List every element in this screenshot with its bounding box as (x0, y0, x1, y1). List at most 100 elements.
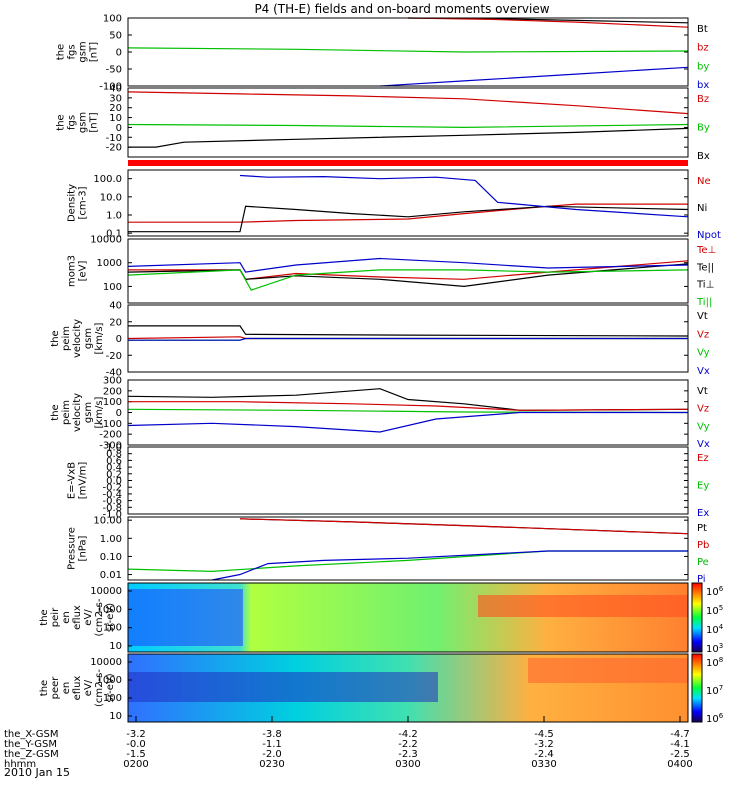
series-line-vx (128, 337, 688, 341)
legend-bt: Bt (697, 24, 708, 35)
y-tick-label: 300 (103, 376, 122, 387)
y-tick-label: 0.01 (100, 570, 122, 581)
panel-frame (127, 304, 689, 373)
series-line-pb (239, 518, 689, 535)
ephemeris-value: -2.0 (262, 749, 282, 760)
colorbar (691, 582, 703, 653)
series-line-vt (127, 388, 689, 411)
y-tick-label: 100 (103, 693, 122, 704)
panel-frame (127, 379, 689, 446)
colorbar-label: 107 (706, 684, 723, 697)
panel-frame (127, 516, 689, 581)
panel-7: 1.00.80.60.40.20.0-0.2-0.4-0.6-0.8-1.0 E=… (67, 443, 710, 521)
panel-3: 100.0 10.0 1.0 0.1 Density[cm-3] Ne Ni Npot (67, 169, 721, 241)
y-axis-label: thepeimvelocitygsm[km/s] (50, 393, 105, 432)
y-tick-label: 40 (109, 84, 122, 95)
legend-by: By (697, 123, 710, 134)
y-tick-label: 200 (103, 386, 122, 397)
y-tick-label: -0.6 (102, 496, 122, 507)
series-line-ti|| (127, 269, 689, 291)
ephemeris-value: 0400 (667, 759, 692, 770)
y-tick-label: 100 (103, 14, 122, 25)
y-tick-label: 0.1 (106, 229, 122, 240)
separator-bar (128, 160, 688, 166)
colorbar-label: 104 (706, 623, 724, 636)
y-tick-label: -10 (106, 133, 122, 144)
ephemeris-table: the_X-GSMthe_Y-GSMthe_Z-GSMhhmm-3.2-0.0-… (4, 716, 693, 770)
colorbar-label: 106 (706, 712, 724, 725)
y-tick-label: -1.0 (102, 510, 122, 521)
y-tick-label: 30 (109, 93, 122, 104)
ephemeris-value: 0200 (123, 759, 148, 770)
y-tick-label: 0.10 (100, 552, 122, 563)
panel-stack: 100500-50-100thefgsgsm[nT]Btbzbybx403020… (39, 14, 724, 726)
panel-frame (127, 582, 689, 653)
y-tick-label: -300 (99, 441, 122, 452)
panel-4: 10000 1000 100 mom3[eV] Te⊥ Te|| Ti⊥ Ti|| (67, 235, 717, 309)
y-tick-label: 0.0 (106, 476, 122, 487)
y-tick-label: 10000 (90, 235, 122, 246)
y-tick-label: 10.00 (93, 516, 122, 527)
chart-title: P4 (TH-E) fields and on-board moments ov… (254, 2, 549, 16)
series-line-by (127, 47, 689, 53)
date-label: 2010 Jan 15 (4, 766, 70, 779)
y-tick-label: 0 (116, 408, 122, 419)
series-line-ti⊥ (127, 257, 689, 273)
y-tick-label: 0 (116, 48, 122, 59)
y-tick-label: 100 (103, 397, 122, 408)
panel-1: 100 50 0 -50 -100 thefgsgsm[nT] Bt bz by bx (56, 14, 710, 93)
y-tick-label: -50 (106, 65, 122, 76)
y-tick-label: 0 (116, 123, 122, 134)
legend-ni: Ni (697, 203, 707, 214)
y-tick-label: 1000 (97, 258, 122, 269)
y-tick-label: -40 (106, 368, 122, 379)
y-axis-label: Pressure[nPa] (67, 527, 89, 570)
legend-ez: Ez (697, 453, 709, 464)
ephemeris-value: -4.2 (398, 729, 418, 740)
y-tick-label: 100.0 (93, 174, 122, 185)
ephemeris-value: -2.5 (670, 749, 690, 760)
colorbar-label: 105 (706, 604, 723, 617)
y-tick-label: 10000 (90, 657, 122, 668)
y-axis-label: Density[cm-3] (67, 184, 89, 222)
ephemeris-value: -0.0 (126, 739, 146, 750)
y-tick-label: 100 (103, 282, 122, 293)
legend-bz: bz (697, 43, 709, 54)
panel-frame (127, 446, 689, 515)
ephemeris-value: -1.5 (126, 749, 146, 760)
ephemeris-value: 0330 (531, 759, 556, 770)
y-tick-label: -100 (99, 82, 122, 93)
y-tick-label: -0.8 (102, 503, 122, 514)
ephemeris-value: 0230 (259, 759, 284, 770)
series-line-by (127, 123, 689, 129)
legend-vy: Vy (697, 348, 710, 359)
y-tick-label: -20 (106, 351, 122, 362)
y-tick-label: 1000 (97, 604, 122, 615)
spectrogram-hot-band (528, 658, 688, 683)
y-tick-label: 20 (109, 317, 122, 328)
y-tick-label: 0 (116, 334, 122, 345)
colorbar-label: 103 (706, 642, 723, 655)
y-tick-label: 1000 (97, 675, 122, 686)
ephemeris-row-label: the_Z-GSM (4, 749, 59, 760)
legend-vy: Vy (697, 421, 710, 432)
ephemeris-value: -1.1 (262, 739, 282, 750)
ephemeris-value: 0300 (395, 759, 420, 770)
spectrogram-hot-band (478, 595, 688, 617)
panel-10: 108 107 106 10000 1000 100 10 thepeerenefluxeV/… (39, 653, 724, 725)
y-tick-label: 1.00 (100, 534, 122, 545)
ephemeris-row-label: the_X-GSM (4, 729, 58, 740)
legend-pe: Pe (697, 557, 709, 568)
legend-npot: Npot (697, 230, 721, 241)
legend-pb: Pb (697, 540, 709, 551)
colorbar-label: 108 (706, 656, 723, 669)
y-tick-label: 1.0 (106, 211, 122, 222)
y-axis-label: thepeimvelocitygsm[km/s] (50, 319, 105, 358)
legend-vt: Vt (697, 386, 708, 397)
y-tick-label: 10000 (90, 586, 122, 597)
spectrogram-cold-band (128, 672, 438, 702)
series-line-ne (128, 203, 688, 223)
